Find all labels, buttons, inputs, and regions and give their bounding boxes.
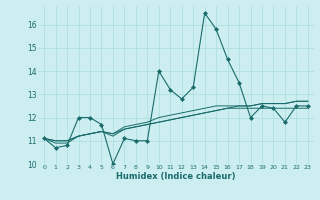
X-axis label: Humidex (Indice chaleur): Humidex (Indice chaleur)	[116, 172, 236, 181]
